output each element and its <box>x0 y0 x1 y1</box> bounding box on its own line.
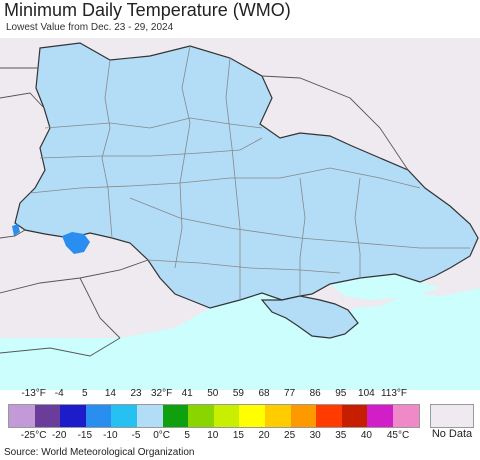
legend-c-label: 45°C <box>386 430 410 441</box>
legend-c-label: 0°C <box>153 430 170 441</box>
legend-swatch <box>367 405 393 427</box>
legend-f-label: 23 <box>130 388 142 399</box>
legend-swatch <box>111 405 137 427</box>
legend-swatch <box>264 405 291 427</box>
legend-f-label: 41 <box>181 388 193 399</box>
ukraine-territory <box>14 42 479 309</box>
legend-f-label: 95 <box>335 388 347 399</box>
crimea-peninsula <box>260 295 359 339</box>
sea-of-azov <box>330 274 440 300</box>
legend-swatch <box>316 405 342 427</box>
black-sea <box>0 288 480 390</box>
legend-celsius-labels: -25°C -20 -15 -10 -5 0°C 5 10 15 20 25 3… <box>0 430 480 444</box>
legend-c-label: -10 <box>103 430 118 441</box>
legend-swatch <box>239 405 265 427</box>
legend-c-label: 10 <box>207 430 219 441</box>
legend-fahrenheit-labels: -13°F -4 5 14 23 32°F 41 50 59 68 77 86 … <box>0 388 480 402</box>
legend-swatch <box>34 405 61 427</box>
neighbor-borders <box>0 67 409 357</box>
legend-swatch <box>290 405 317 427</box>
legend-c-label: -20 <box>51 430 67 441</box>
map-title: Minimum Daily Temperature (WMO) <box>4 0 291 20</box>
legend-swatch <box>85 405 112 427</box>
cold-area-carpathians <box>62 232 90 254</box>
legend-f-label: 77 <box>284 388 296 399</box>
legend-c-label: 25 <box>284 430 296 441</box>
legend-swatch <box>341 405 368 427</box>
legend-f-label: -13°F <box>21 388 46 399</box>
legend-swatch <box>392 405 419 427</box>
temperature-map <box>0 38 480 390</box>
legend-swatch <box>213 405 240 427</box>
legend-swatch <box>162 405 189 427</box>
no-data-label: No Data <box>431 428 473 440</box>
legend-f-label: 14 <box>104 388 116 399</box>
no-data-swatch <box>430 404 474 428</box>
legend-swatch <box>60 405 86 427</box>
legend-c-label: -15 <box>77 430 93 441</box>
legend-f-label: 104 <box>358 388 375 399</box>
source-credit: Source: World Meteorological Organizatio… <box>4 447 195 458</box>
legend-c-label: 15 <box>232 430 244 441</box>
legend-f-label: 113°F <box>380 388 408 399</box>
legend-f-label: 59 <box>232 388 244 399</box>
legend-color-bar <box>8 404 420 428</box>
map-subtitle: Lowest Value from Dec. 23 - 29, 2024 <box>6 22 174 33</box>
legend-f-label: 5 <box>82 388 88 399</box>
legend-c-label: -25°C <box>20 430 47 441</box>
admin-borders <box>29 45 470 300</box>
legend-swatch <box>136 405 163 427</box>
cold-area-west <box>12 224 20 236</box>
legend-f-label: 32°F <box>150 388 173 399</box>
legend-swatch <box>9 405 35 427</box>
legend-c-label: 30 <box>309 430 321 441</box>
legend-f-label: 86 <box>309 388 321 399</box>
legend-c-label: 20 <box>258 430 270 441</box>
legend-swatch <box>188 405 214 427</box>
legend-f-label: 68 <box>258 388 270 399</box>
legend-f-label: 50 <box>207 388 219 399</box>
legend-c-label: 5 <box>184 430 190 441</box>
legend-f-label: -4 <box>54 388 64 399</box>
legend-c-label: 35 <box>335 430 347 441</box>
legend-c-label: -5 <box>131 430 141 441</box>
legend-c-label: 40 <box>360 430 372 441</box>
